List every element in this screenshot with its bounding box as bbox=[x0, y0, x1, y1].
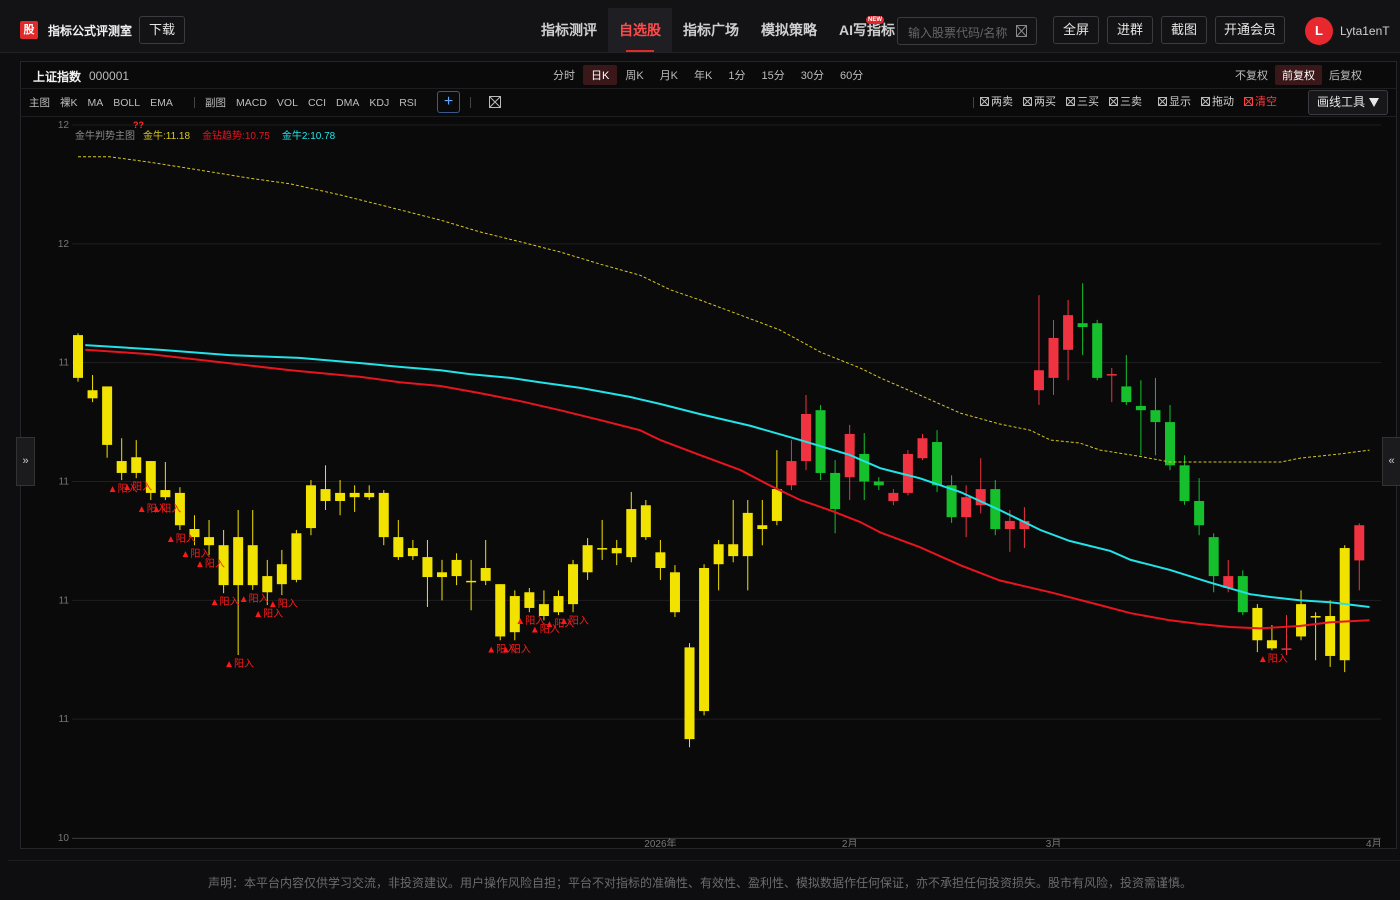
main-indicator[interactable]: 主图 bbox=[29, 97, 50, 109]
draw-toggle[interactable]: 三买 bbox=[1066, 93, 1099, 109]
nav-item[interactable]: 指标测评 bbox=[541, 22, 597, 38]
main-indicator[interactable]: BOLL bbox=[113, 96, 141, 109]
site-name[interactable]: 指标公式评测室 bbox=[48, 24, 133, 38]
dropdown-arrow bbox=[1369, 98, 1379, 107]
screenshot-button[interactable]: 截图 bbox=[1161, 16, 1207, 44]
draw-toggle[interactable]: 清空 bbox=[1244, 93, 1277, 109]
chart-toolbar bbox=[20, 89, 1396, 117]
search-box[interactable]: 输入股票代码/名称 bbox=[897, 17, 1037, 45]
draw-toggle[interactable]: 三卖 bbox=[1109, 93, 1142, 109]
vip-button[interactable]: 开通会员 bbox=[1215, 16, 1285, 44]
checkbox-icon bbox=[980, 96, 989, 106]
checkbox-icon bbox=[1023, 96, 1032, 106]
sub-indicators: 副图 MACD VOL CCI DMA KDJ RSI bbox=[200, 93, 422, 112]
period-tabs: 分时 日K 周K 月K 年K 1分 15分 30分 60分 bbox=[545, 65, 871, 85]
draw-toggles: 两卖 两买 三买 三卖 显示 拖动 清空 bbox=[980, 93, 1287, 109]
adjust-tab[interactable]: 不复权 bbox=[1235, 70, 1268, 82]
top-bar bbox=[0, 0, 1400, 53]
draw-toggle-label: 三买 bbox=[1077, 96, 1099, 108]
separator bbox=[470, 97, 471, 108]
clear-icon[interactable] bbox=[489, 96, 501, 108]
sub-indicator[interactable]: VOL bbox=[276, 96, 298, 109]
main-indicator[interactable]: EMA bbox=[150, 96, 173, 109]
period-tab[interactable]: 年K bbox=[694, 70, 713, 82]
search-icon bbox=[1016, 25, 1027, 37]
chart-header bbox=[20, 61, 1396, 89]
period-tab[interactable]: 分时 bbox=[553, 70, 575, 82]
draw-toggle-label: 两卖 bbox=[991, 96, 1013, 108]
main-indicator[interactable]: 裸K bbox=[60, 97, 78, 109]
adjust-tab[interactable]: 后复权 bbox=[1329, 70, 1362, 82]
period-tab[interactable]: 周K bbox=[625, 70, 644, 82]
period-tab[interactable]: 15分 bbox=[761, 70, 785, 82]
period-tab[interactable]: 30分 bbox=[800, 70, 824, 82]
separator bbox=[194, 97, 195, 108]
draw-tools-button[interactable]: 画线工具 bbox=[1308, 90, 1388, 115]
main-indicators: 主图 裸K MA BOLL EMA bbox=[24, 93, 178, 112]
draw-toggle[interactable]: 两买 bbox=[1023, 93, 1056, 109]
draw-toggle-label: 拖动 bbox=[1212, 96, 1234, 108]
username[interactable]: Lyta1enT bbox=[1340, 24, 1390, 38]
logo[interactable]: 股 bbox=[20, 21, 38, 39]
draw-toggle-label: 显示 bbox=[1169, 96, 1191, 108]
nav-item[interactable]: 自选股 bbox=[608, 8, 672, 52]
main-indicator[interactable]: MA bbox=[87, 96, 104, 109]
add-indicator-button[interactable]: + bbox=[437, 91, 460, 113]
sub-indicator[interactable]: DMA bbox=[336, 96, 360, 109]
nav-item[interactable]: AI写指标 bbox=[839, 22, 895, 38]
nav-badge: NEW bbox=[866, 16, 884, 24]
sub-indicator[interactable]: RSI bbox=[399, 96, 417, 109]
draw-toggle-label: 清空 bbox=[1255, 96, 1277, 108]
nav-item[interactable]: 模拟策略 bbox=[761, 22, 817, 38]
avatar[interactable]: L bbox=[1305, 17, 1333, 45]
nav: 指标测评 自选股 指标广场 模拟策略 AI写指标 bbox=[530, 8, 906, 52]
chart-panel bbox=[20, 61, 1397, 849]
period-tab[interactable]: 日K bbox=[583, 65, 618, 85]
checkbox-icon bbox=[1158, 96, 1167, 106]
period-tab[interactable]: 月K bbox=[659, 70, 679, 82]
stock-name: 上证指数 bbox=[33, 70, 82, 84]
sub-indicator[interactable]: KDJ bbox=[369, 96, 390, 109]
draw-toggle[interactable]: 两卖 bbox=[980, 93, 1013, 109]
draw-toggle-label: 两买 bbox=[1034, 96, 1056, 108]
stock-code: 000001 bbox=[89, 69, 130, 83]
sub-indicator[interactable]: MACD bbox=[236, 96, 267, 109]
checkbox-icon bbox=[1244, 96, 1253, 106]
adjust-tab[interactable]: 前复权 bbox=[1275, 65, 1322, 85]
footer-line bbox=[8, 860, 1400, 861]
search-placeholder: 输入股票代码/名称 bbox=[908, 26, 1008, 40]
draw-toggle[interactable]: 拖动 bbox=[1201, 93, 1234, 109]
separator bbox=[973, 97, 974, 108]
checkbox-icon bbox=[1109, 96, 1118, 106]
checkbox-icon bbox=[1201, 96, 1210, 106]
sub-indicator[interactable]: 副图 bbox=[205, 97, 226, 109]
download-button[interactable]: 下载 bbox=[139, 16, 185, 44]
period-tab[interactable]: 1分 bbox=[728, 70, 746, 82]
sub-indicator[interactable]: CCI bbox=[307, 96, 327, 109]
fullscreen-button[interactable]: 全屏 bbox=[1053, 16, 1099, 44]
period-tab[interactable]: 60分 bbox=[840, 70, 864, 82]
left-side-tab[interactable]: » bbox=[16, 437, 35, 486]
draw-toggle-label: 三卖 bbox=[1120, 96, 1142, 108]
draw-tools-label: 画线工具 bbox=[1317, 95, 1366, 109]
checkbox-icon bbox=[1066, 96, 1075, 106]
nav-item[interactable]: 指标广场 bbox=[683, 22, 739, 38]
adjust-tabs: 不复权 前复权 后复权 bbox=[1228, 65, 1369, 85]
right-side-tab[interactable]: « bbox=[1382, 437, 1400, 486]
disclaimer: 声明：本平台内容仅供学习交流，非投资建议。用户操作风险自担；平台不对指标的准确性… bbox=[207, 876, 1192, 890]
draw-toggle[interactable]: 显示 bbox=[1158, 93, 1191, 109]
group-button[interactable]: 进群 bbox=[1107, 16, 1153, 44]
